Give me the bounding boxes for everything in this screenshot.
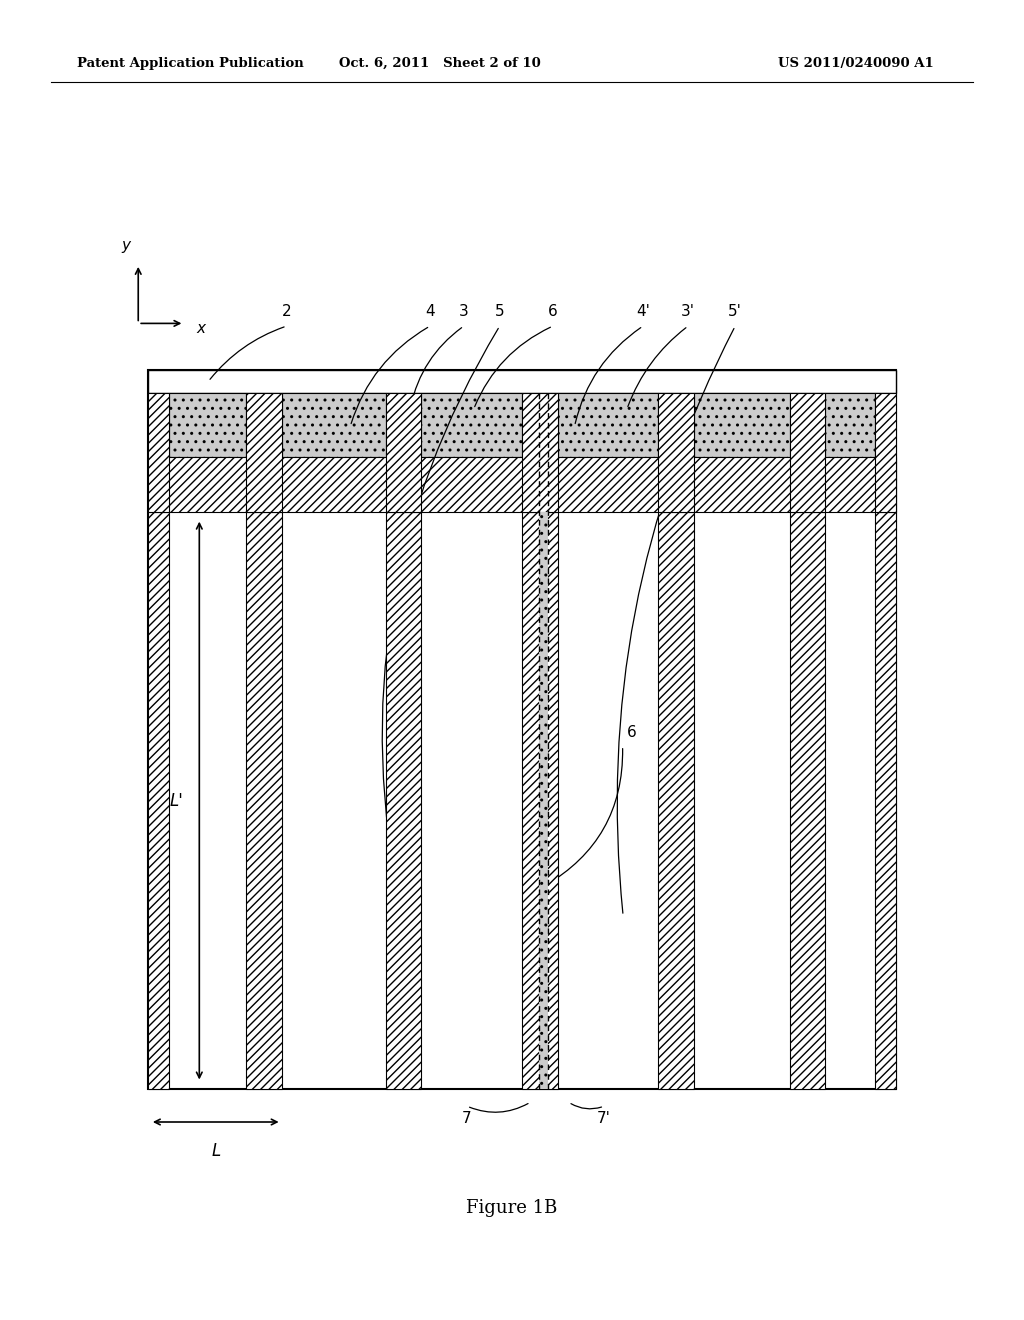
Text: y: y — [122, 239, 130, 253]
Bar — [246, 393, 282, 512]
Bar — [148, 512, 169, 1089]
Text: US 2011/0240090 A1: US 2011/0240090 A1 — [778, 57, 934, 70]
Bar — [522, 512, 558, 1089]
Bar — [386, 393, 421, 512]
Text: 3: 3 — [459, 305, 469, 319]
Text: 7': 7' — [597, 1111, 611, 1126]
Bar — [522, 393, 558, 512]
Bar — [540, 512, 549, 1089]
Text: x: x — [197, 321, 206, 337]
Bar — [282, 393, 386, 457]
Text: 3': 3' — [681, 305, 695, 319]
Text: Patent Application Publication: Patent Application Publication — [77, 57, 303, 70]
Bar — [658, 393, 694, 512]
Bar — [148, 393, 169, 512]
Bar — [876, 393, 896, 512]
Text: 5: 5 — [495, 305, 505, 319]
Bar — [558, 393, 658, 457]
Bar — [148, 370, 896, 393]
Bar — [148, 370, 896, 1089]
Bar — [825, 393, 876, 457]
Text: 6: 6 — [548, 305, 558, 319]
Bar — [790, 512, 825, 1089]
Text: 5': 5' — [728, 305, 742, 319]
Text: 2: 2 — [282, 305, 292, 319]
Text: 4: 4 — [425, 305, 435, 319]
Bar — [876, 512, 896, 1089]
Bar — [421, 393, 522, 457]
Bar — [658, 512, 694, 1089]
Bar — [386, 512, 421, 1089]
Text: L: L — [211, 1142, 220, 1160]
Bar — [790, 393, 825, 512]
Bar — [169, 393, 246, 457]
Text: 6: 6 — [627, 725, 637, 741]
Text: Oct. 6, 2011   Sheet 2 of 10: Oct. 6, 2011 Sheet 2 of 10 — [339, 57, 542, 70]
Text: L': L' — [170, 792, 183, 809]
Bar — [694, 393, 790, 457]
Text: 7: 7 — [462, 1111, 472, 1126]
Bar — [246, 512, 282, 1089]
Bar — [148, 457, 896, 512]
Text: Figure 1B: Figure 1B — [466, 1199, 558, 1217]
Text: 4': 4' — [636, 305, 650, 319]
